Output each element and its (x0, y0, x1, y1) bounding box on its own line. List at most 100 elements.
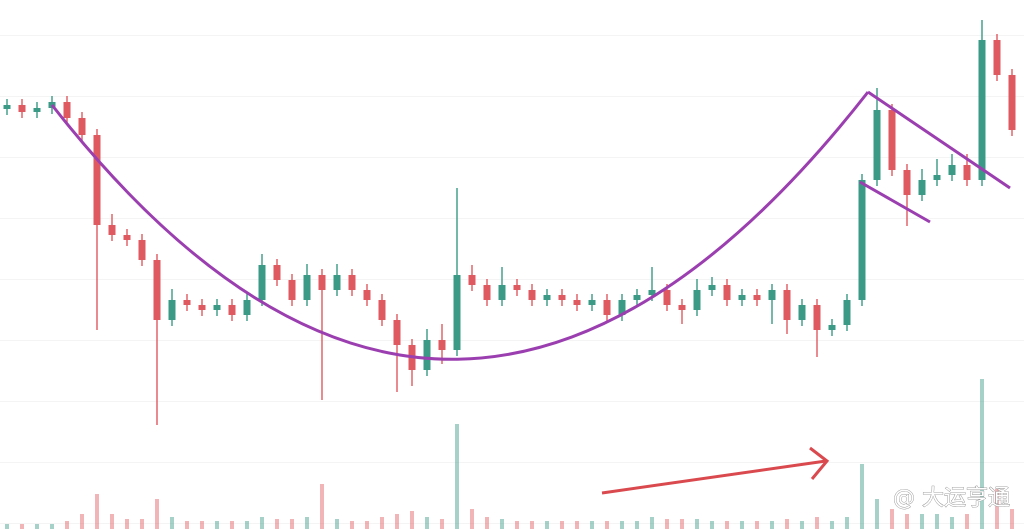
candle-body (1008, 75, 1016, 130)
candle-body (18, 105, 26, 112)
candle-body (498, 285, 506, 300)
volume-bar (830, 521, 834, 529)
volume-bar (710, 521, 714, 529)
volume-bar (215, 521, 219, 529)
volume-bar (650, 517, 654, 529)
volume-bar (980, 379, 984, 529)
candle-body (948, 165, 956, 175)
volume-bar (5, 524, 9, 529)
volume-bar (305, 517, 309, 529)
volume-bar (275, 519, 279, 529)
candle-body (423, 340, 431, 370)
candle-body (363, 290, 371, 300)
candle-body (273, 265, 281, 280)
volume-bar (290, 519, 294, 529)
candle-body (438, 340, 446, 350)
candle-body (813, 305, 821, 330)
candle-body (513, 285, 521, 290)
volume-bar (80, 514, 84, 529)
volume-bar (875, 499, 879, 529)
candle-body (828, 325, 836, 330)
trend-arrow-head (809, 446, 830, 480)
volume-bar (365, 521, 369, 529)
volume-bar (125, 519, 129, 529)
volume-bar (155, 499, 159, 529)
candle-body (168, 300, 176, 320)
volume-bar (530, 521, 534, 529)
candle-body (63, 102, 71, 118)
volume-bar (695, 519, 699, 529)
volume-bar (170, 517, 174, 529)
candle-body (528, 290, 536, 300)
candle-body (453, 275, 461, 350)
volume-bar (50, 524, 54, 529)
volume-bar (65, 521, 69, 529)
candle-body (3, 105, 11, 109)
volume-bar (35, 524, 39, 529)
candle-body (933, 175, 941, 180)
candle-body (708, 285, 716, 290)
candle-body (483, 285, 491, 300)
cup-curve (50, 91, 870, 361)
candle-body (993, 40, 1001, 75)
candle-body (378, 300, 386, 320)
candle-body (93, 135, 101, 225)
candle-body (858, 180, 866, 300)
volume-bar (785, 519, 789, 529)
volume-bar (470, 509, 474, 529)
volume-bar (380, 517, 384, 529)
volume-bar (755, 521, 759, 529)
candle-body (618, 300, 626, 315)
volume-bar (320, 484, 324, 529)
volume-bar (230, 521, 234, 529)
volume-bar (890, 509, 894, 529)
volume-bar (995, 489, 999, 529)
volume-bar (965, 514, 969, 529)
candle-body (153, 260, 161, 320)
candle-body (978, 40, 986, 180)
candle-body (243, 300, 251, 315)
volume-bar (545, 521, 549, 529)
volume-bar (200, 521, 204, 529)
volume-bar (740, 521, 744, 529)
volume-bar (245, 521, 249, 529)
volume-bar (500, 519, 504, 529)
candle-body (873, 110, 881, 180)
volume-bar (575, 521, 579, 529)
candles (3, 20, 1016, 529)
candle-body (693, 290, 701, 310)
candle-body (753, 295, 761, 300)
candle-body (468, 275, 476, 285)
volume-bar (425, 517, 429, 529)
volume-bar (95, 494, 99, 529)
volume-bar (800, 521, 804, 529)
candle-body (843, 300, 851, 325)
candle-body (318, 275, 326, 290)
volume-bar (485, 517, 489, 529)
candle-body (573, 300, 581, 305)
candle-body (393, 320, 401, 345)
candle-body (963, 165, 971, 180)
candle-body (138, 240, 146, 260)
candle-body (603, 300, 611, 315)
candle-body (303, 275, 311, 300)
candle-body (333, 275, 341, 290)
candle-body (213, 305, 221, 310)
volume-bar (110, 514, 114, 529)
volume-bar (395, 514, 399, 529)
volume-bar (860, 464, 864, 529)
candle-body (198, 305, 206, 310)
candle-body (783, 290, 791, 320)
volume-bar (605, 521, 609, 529)
volume-bar (635, 521, 639, 529)
volume-bar (410, 511, 414, 529)
handle-lower-line (859, 180, 931, 224)
candle-body (108, 225, 116, 235)
volume-bar (620, 521, 624, 529)
candle-body (543, 295, 551, 300)
volume-bar (905, 514, 909, 529)
candle-body (288, 280, 296, 300)
volume-bar (350, 521, 354, 529)
candle-body (888, 110, 896, 170)
